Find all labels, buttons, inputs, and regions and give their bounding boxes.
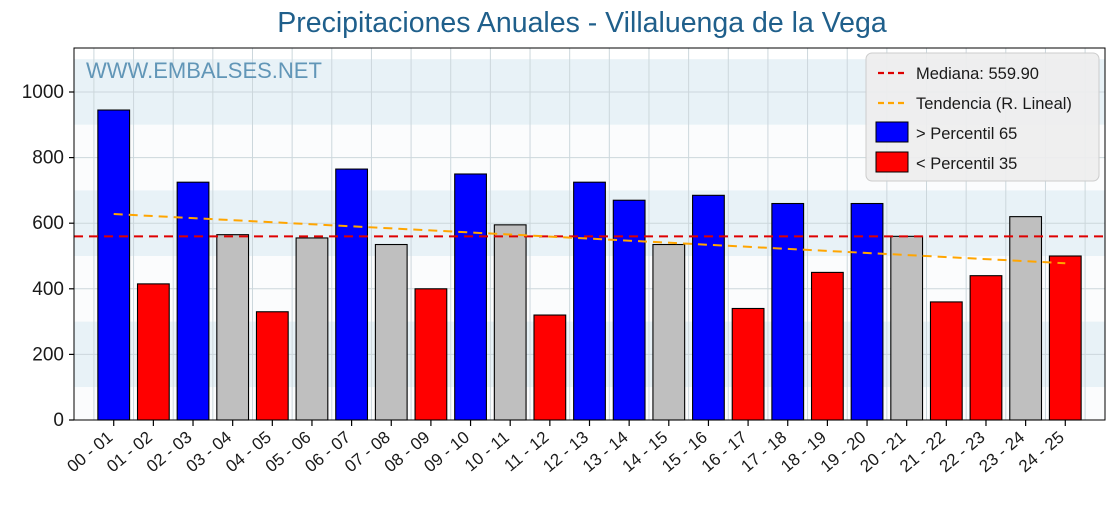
svg-text:400: 400 (32, 279, 64, 300)
svg-text:10 - 11: 10 - 11 (461, 428, 513, 476)
svg-text:0: 0 (53, 410, 64, 431)
svg-text:09 - 10: 09 - 10 (420, 428, 473, 477)
svg-text:Tendencia (R. Lineal): Tendencia (R. Lineal) (916, 95, 1072, 113)
svg-text:Mediana: 559.90: Mediana: 559.90 (916, 65, 1039, 83)
svg-text:Precipitaciones Anuales - Vill: Precipitaciones Anuales - Villaluenga de… (277, 7, 887, 39)
svg-text:200: 200 (32, 344, 64, 365)
svg-text:> Percentil 65: > Percentil 65 (916, 125, 1017, 143)
svg-text:600: 600 (32, 213, 64, 234)
svg-text:1000: 1000 (22, 82, 64, 103)
svg-text:800: 800 (32, 148, 64, 169)
svg-text:< Percentil 35: < Percentil 35 (916, 155, 1017, 173)
svg-text:24 - 25: 24 - 25 (1015, 428, 1068, 477)
svg-text:WWW.EMBALSES.NET: WWW.EMBALSES.NET (86, 58, 322, 83)
